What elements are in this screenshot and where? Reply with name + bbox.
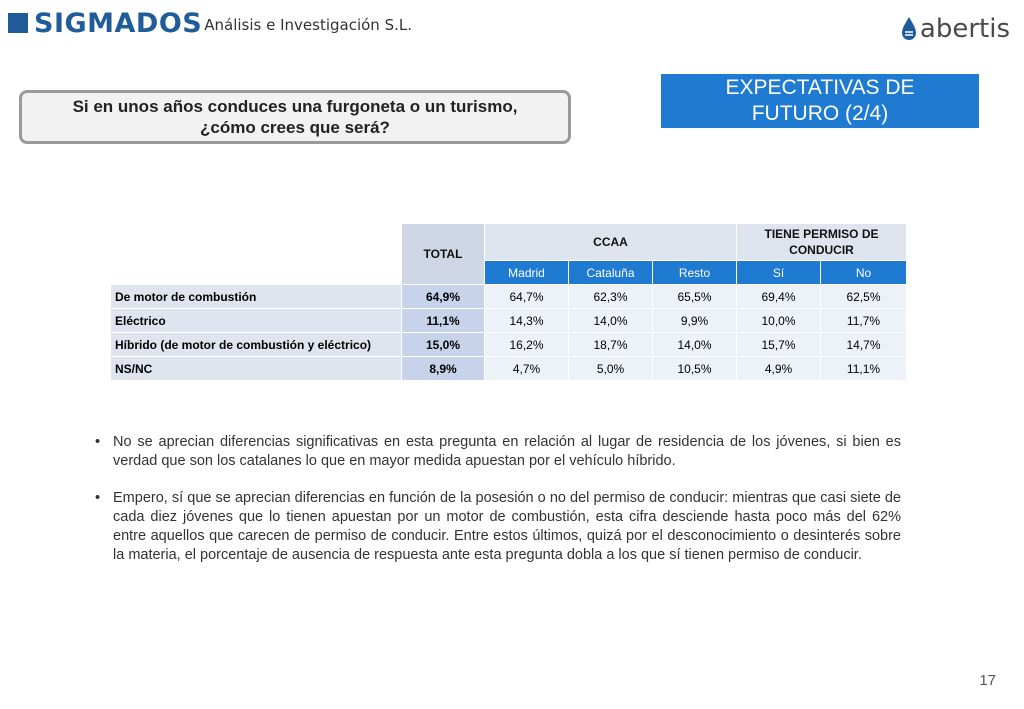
cell-value: 62,5% [820, 284, 907, 309]
header-permiso: TIENE PERMISO DE CONDUCIR [736, 223, 907, 261]
table-corner [110, 223, 402, 285]
finding-text: Empero, sí que se aprecian diferencias e… [113, 490, 901, 563]
subheader-resto: Resto [652, 260, 737, 285]
finding-text: No se aprecian diferencias significativa… [113, 434, 901, 469]
cell-total: 11,1% [401, 308, 485, 333]
bullet-icon: • [95, 490, 101, 506]
bullet-icon: • [95, 434, 101, 450]
row-label: De motor de combustión [110, 284, 402, 309]
cell-value: 11,1% [820, 356, 907, 381]
cell-total: 15,0% [401, 332, 485, 357]
cell-value: 65,5% [652, 284, 737, 309]
brand-subtitle: Análisis e Investigación S.L. [204, 16, 412, 34]
table-row: Eléctrico 11,1% 14,3% 14,0% 9,9% 10,0% 1… [110, 308, 907, 333]
results-table: TOTAL CCAA TIENE PERMISO DE CONDUCIR Mad… [110, 223, 907, 381]
cell-total: 8,9% [401, 356, 485, 381]
brand-name: SIGMADOS [34, 7, 203, 39]
page-number: 17 [979, 672, 996, 689]
sigmados-logo: SIGMADOS Análisis e Investigación S.L. [8, 7, 412, 39]
cell-value: 10,0% [736, 308, 821, 333]
table-header-row: TOTAL CCAA TIENE PERMISO DE CONDUCIR [110, 223, 907, 285]
cell-value: 16,2% [484, 332, 569, 357]
cell-value: 14,0% [568, 308, 653, 333]
cell-value: 10,5% [652, 356, 737, 381]
cell-value: 62,3% [568, 284, 653, 309]
partner-name: abertis [919, 14, 1010, 44]
subheader-madrid: Madrid [484, 260, 569, 285]
cell-value: 18,7% [568, 332, 653, 357]
list-item: • Empero, sí que se aprecian diferencias… [95, 489, 901, 565]
table-row: Híbrido (de motor de combustión y eléctr… [110, 332, 907, 357]
question-box: Si en unos años conduces una furgoneta o… [19, 90, 571, 144]
cell-value: 4,7% [484, 356, 569, 381]
subheader-si: Sí [736, 260, 821, 285]
section-title-box: EXPECTATIVAS DE FUTURO (2/4) [661, 74, 979, 128]
header-ccaa: CCAA [484, 223, 737, 261]
cell-value: 11,7% [820, 308, 907, 333]
cell-value: 14,3% [484, 308, 569, 333]
table-subheader-row: Madrid Cataluña Resto Sí No [111, 260, 907, 285]
cell-value: 69,4% [736, 284, 821, 309]
abertis-logo: abertis [899, 14, 1010, 44]
cell-value: 14,7% [820, 332, 907, 357]
sigmados-logo-mark [8, 13, 28, 33]
cell-value: 14,0% [652, 332, 737, 357]
table-row: NS/NC 8,9% 4,7% 5,0% 10,5% 4,9% 11,1% [110, 356, 907, 381]
cell-value: 9,9% [652, 308, 737, 333]
section-title: EXPECTATIVAS DE FUTURO (2/4) [725, 76, 915, 125]
findings-list: • No se aprecian diferencias significati… [95, 433, 901, 583]
list-item: • No se aprecian diferencias significati… [95, 433, 901, 471]
header-total: TOTAL [401, 223, 485, 285]
cell-total: 64,9% [401, 284, 485, 309]
cell-value: 5,0% [568, 356, 653, 381]
question-text: Si en unos años conduces una furgoneta o… [72, 97, 518, 137]
cell-value: 15,7% [736, 332, 821, 357]
cell-value: 64,7% [484, 284, 569, 309]
cell-value: 4,9% [736, 356, 821, 381]
abertis-drop-icon [901, 17, 916, 40]
subheader-no: No [820, 260, 907, 285]
subheader-cataluna: Cataluña [568, 260, 653, 285]
row-label: Eléctrico [110, 308, 402, 333]
row-label: Híbrido (de motor de combustión y eléctr… [110, 332, 402, 357]
table-row: De motor de combustión 64,9% 64,7% 62,3%… [110, 284, 907, 309]
row-label: NS/NC [110, 356, 402, 381]
